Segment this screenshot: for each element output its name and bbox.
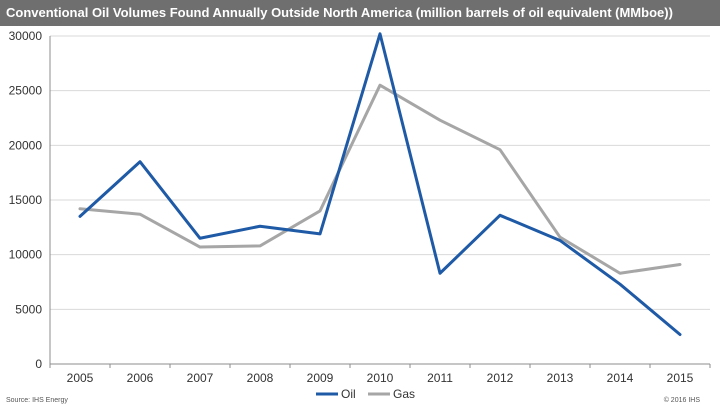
chart-title: Conventional Oil Volumes Found Annually … xyxy=(6,5,673,20)
y-tick-label: 30000 xyxy=(9,29,43,43)
x-tick-label: 2015 xyxy=(667,371,694,385)
x-tick-label: 2006 xyxy=(127,371,154,385)
source-note: Source: IHS Energy xyxy=(6,397,68,404)
copyright-note: © 2016 IHS xyxy=(663,397,700,404)
x-tick-label: 2014 xyxy=(607,371,634,385)
x-tick-label: 2012 xyxy=(487,371,514,385)
y-tick-label: 25000 xyxy=(9,84,43,98)
x-tick-label: 2009 xyxy=(307,371,334,385)
legend-label-oil: Oil xyxy=(341,387,356,401)
x-tick-label: 2007 xyxy=(187,371,214,385)
x-tick-label: 2005 xyxy=(67,371,94,385)
x-tick-label: 2010 xyxy=(367,371,394,385)
series-line-gas xyxy=(78,83,682,275)
series-line-oil xyxy=(78,32,682,336)
y-tick-label: 10000 xyxy=(9,248,43,262)
y-tick-label: 15000 xyxy=(9,193,43,207)
y-tick-label: 0 xyxy=(35,357,42,371)
y-tick-label: 5000 xyxy=(15,302,42,316)
x-tick-label: 2013 xyxy=(547,371,574,385)
legend-label-gas: Gas xyxy=(393,387,415,401)
x-tick-label: 2011 xyxy=(427,371,453,385)
title-bar: Conventional Oil Volumes Found Annually … xyxy=(0,0,720,26)
x-tick-label: 2008 xyxy=(247,371,274,385)
y-tick-label: 20000 xyxy=(9,138,43,152)
